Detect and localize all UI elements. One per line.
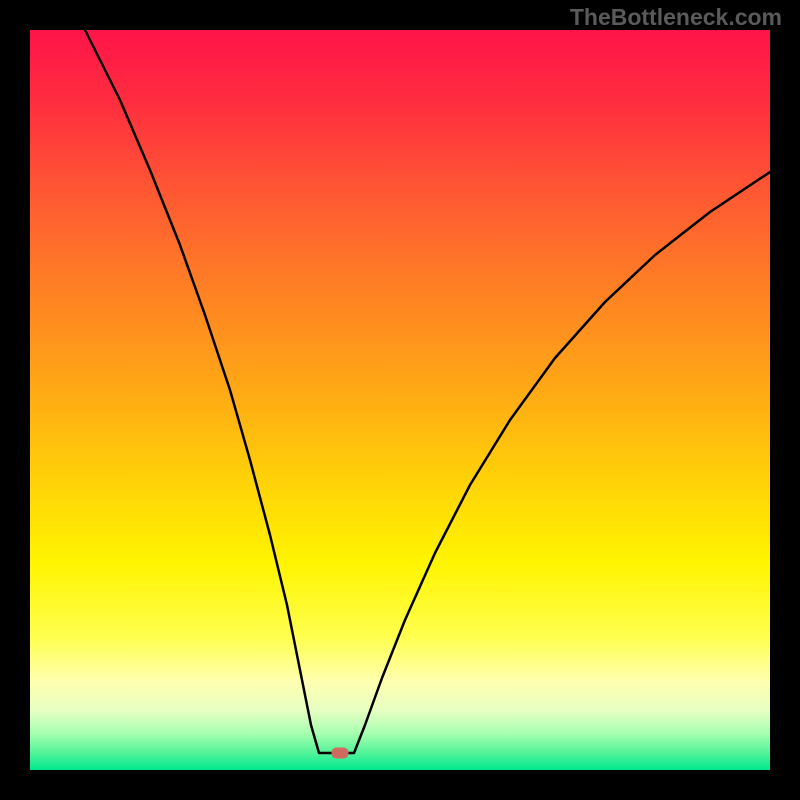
chart-stage: TheBottleneck.com (0, 0, 800, 800)
watermark-text: TheBottleneck.com (570, 4, 782, 31)
optimal-point-marker (332, 748, 349, 759)
bottleneck-curve (30, 30, 770, 770)
plot-area (30, 30, 770, 770)
